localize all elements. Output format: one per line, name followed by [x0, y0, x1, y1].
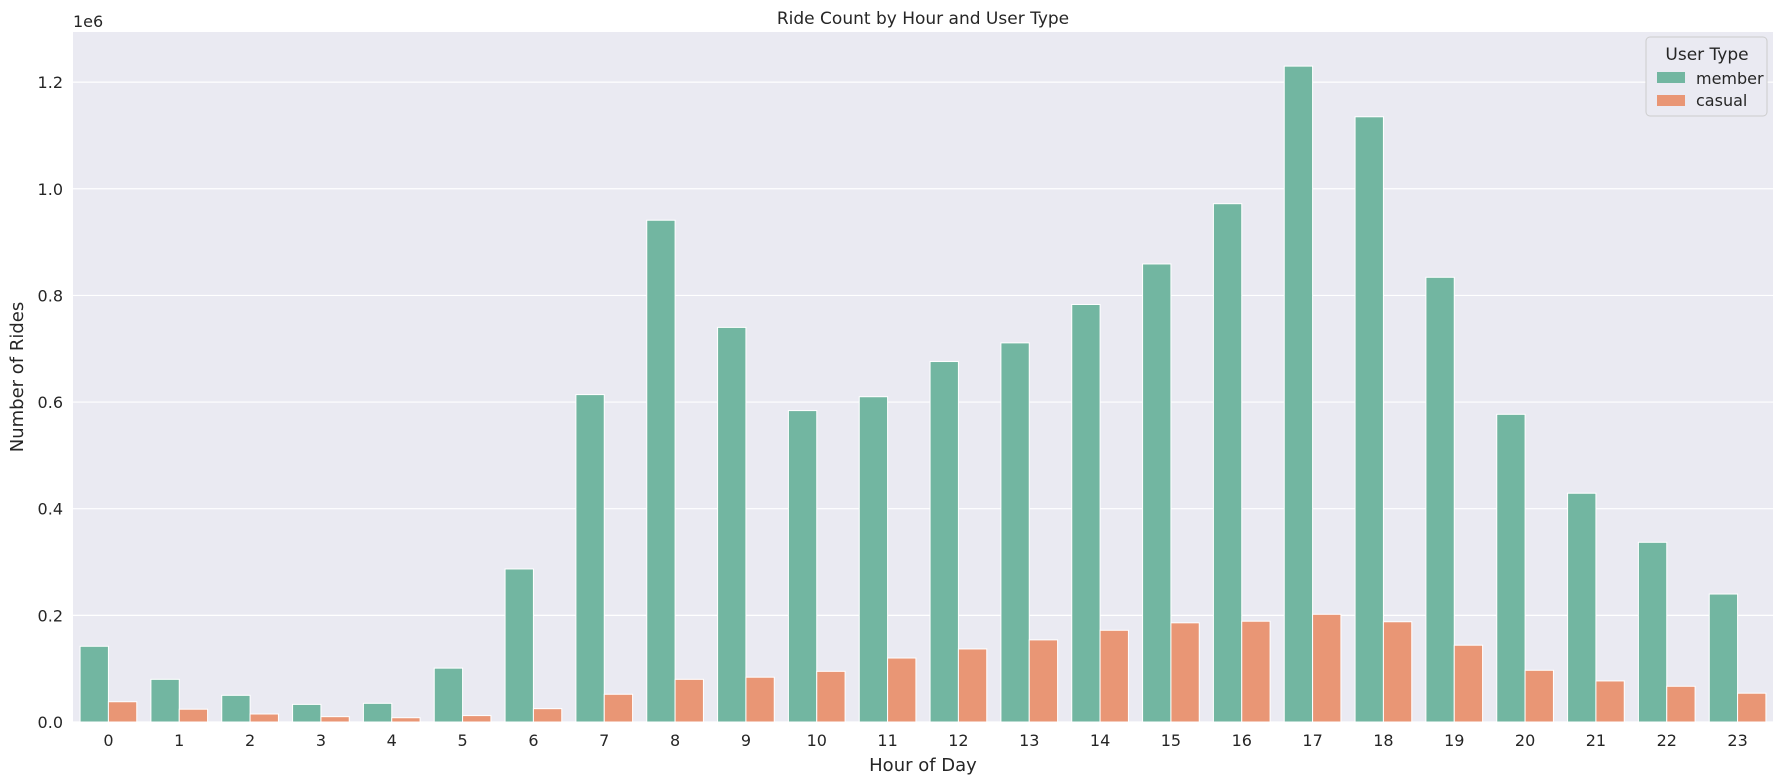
x-tick-label: 7 — [599, 731, 609, 750]
bar-casual-hour-23 — [1737, 692, 1767, 723]
bar-member-hour-13 — [1000, 342, 1030, 723]
x-tick-label: 11 — [877, 731, 897, 750]
x-tick-label: 16 — [1232, 731, 1252, 750]
legend-label-member: member — [1696, 69, 1764, 88]
bar-member-hour-2 — [221, 694, 251, 723]
grid-lines — [73, 81, 1773, 723]
bar-casual-hour-2 — [249, 713, 279, 723]
bar-casual-hour-1 — [178, 708, 209, 723]
x-tick-label: 3 — [316, 731, 326, 750]
bar-member-hour-10 — [787, 410, 818, 723]
legend-title: User Type — [1665, 45, 1748, 65]
x-tick-label: 12 — [948, 731, 968, 750]
y-tick-labels: 0.0 0.2 0.4 0.6 0.8 1.0 1.2 — [38, 73, 63, 732]
y-tick-label: 0.0 — [38, 713, 63, 732]
bar-member-hour-4 — [362, 702, 393, 723]
bar-member-hour-11 — [858, 396, 889, 723]
bar-casual-hour-22 — [1666, 685, 1696, 723]
bar-member-hour-14 — [1071, 303, 1101, 723]
y-tick-label: 0.2 — [38, 606, 63, 625]
bar-member-hour-0 — [79, 645, 109, 723]
bar-member-hour-20 — [1496, 413, 1526, 723]
x-tick-label: 20 — [1515, 731, 1535, 750]
x-tick-label: 19 — [1444, 731, 1464, 750]
x-tick-label: 17 — [1302, 731, 1322, 750]
bar-member-hour-7 — [575, 394, 605, 723]
x-axis-title: Hour of Day — [869, 755, 977, 776]
bar-casual-hour-19 — [1453, 644, 1484, 723]
bar-member-hour-17 — [1283, 65, 1314, 723]
bar-casual-hour-7 — [603, 693, 634, 723]
bar-casual-hour-20 — [1524, 669, 1554, 723]
x-tick-label: 14 — [1090, 731, 1110, 750]
bar-member-hour-16 — [1212, 203, 1243, 723]
bar-member-hour-5 — [433, 667, 464, 723]
bar-member-hour-9 — [717, 326, 747, 723]
plot-background — [73, 32, 1773, 722]
x-tick-label: 2 — [245, 731, 255, 750]
bar-casual-hour-5 — [462, 715, 492, 723]
bars — [79, 65, 1767, 723]
bar-casual-hour-8 — [674, 678, 704, 723]
bar-casual-hour-18 — [1382, 621, 1413, 723]
x-tick-label: 22 — [1657, 731, 1677, 750]
legend-label-casual: casual — [1696, 91, 1747, 110]
y-tick-label: 0.8 — [38, 286, 63, 305]
bar-member-hour-15 — [1142, 263, 1172, 723]
bar-casual-hour-4 — [391, 717, 421, 723]
x-tick-label: 18 — [1373, 731, 1393, 750]
bar-member-hour-19 — [1425, 276, 1455, 723]
x-tick-label: 10 — [807, 731, 827, 750]
bar-casual-hour-3 — [320, 716, 350, 723]
bar-member-hour-6 — [504, 568, 534, 723]
x-tick-label: 9 — [741, 731, 751, 750]
legend-swatch-member — [1657, 72, 1685, 83]
bar-casual-hour-11 — [887, 657, 917, 723]
x-tick-label: 21 — [1586, 731, 1606, 750]
bar-casual-hour-16 — [1241, 620, 1271, 723]
y-axis-title: Number of Rides — [7, 302, 28, 453]
bar-member-hour-22 — [1637, 541, 1668, 723]
bar-member-hour-1 — [150, 678, 180, 723]
x-tick-label: 8 — [670, 731, 680, 750]
y-offset-label: 1e6 — [73, 12, 103, 31]
bar-casual-hour-15 — [1170, 622, 1200, 723]
bar-casual-hour-10 — [816, 670, 846, 723]
x-tick-label: 5 — [457, 731, 467, 750]
x-tick-label: 4 — [387, 731, 397, 750]
bar-member-hour-18 — [1354, 116, 1384, 723]
bar-casual-hour-0 — [107, 701, 138, 723]
x-tick-labels: 0 1 2 3 4 5 6 7 8 9 10 11 12 13 14 15 16 17 18 19 20 21 22 23 — [103, 731, 1747, 750]
bar-member-hour-23 — [1708, 593, 1739, 723]
bar-casual-hour-12 — [957, 648, 988, 723]
bar-member-hour-12 — [929, 361, 959, 723]
bar-casual-hour-6 — [532, 708, 563, 723]
x-tick-label: 0 — [103, 731, 113, 750]
chart-title: Ride Count by Hour and User Type — [777, 9, 1069, 29]
x-tick-label: 6 — [528, 731, 538, 750]
x-tick-label: 15 — [1161, 731, 1181, 750]
bar-casual-hour-21 — [1595, 680, 1625, 723]
bar-casual-hour-14 — [1099, 629, 1129, 723]
bar-casual-hour-9 — [745, 676, 775, 723]
y-tick-label: 1.0 — [38, 180, 63, 199]
y-tick-label: 0.4 — [38, 500, 63, 519]
bar-member-hour-8 — [646, 219, 676, 723]
y-tick-label: 1.2 — [38, 73, 63, 92]
x-tick-label: 1 — [174, 731, 184, 750]
y-tick-label: 0.6 — [38, 393, 63, 412]
bar-member-hour-21 — [1567, 492, 1597, 723]
bar-member-hour-3 — [292, 703, 322, 723]
x-tick-label: 23 — [1727, 731, 1747, 750]
legend: User Type member casual — [1645, 36, 1768, 117]
bar-casual-hour-17 — [1312, 613, 1342, 723]
legend-swatch-casual — [1657, 95, 1685, 106]
bar-casual-hour-13 — [1028, 639, 1059, 723]
x-tick-label: 13 — [1019, 731, 1039, 750]
